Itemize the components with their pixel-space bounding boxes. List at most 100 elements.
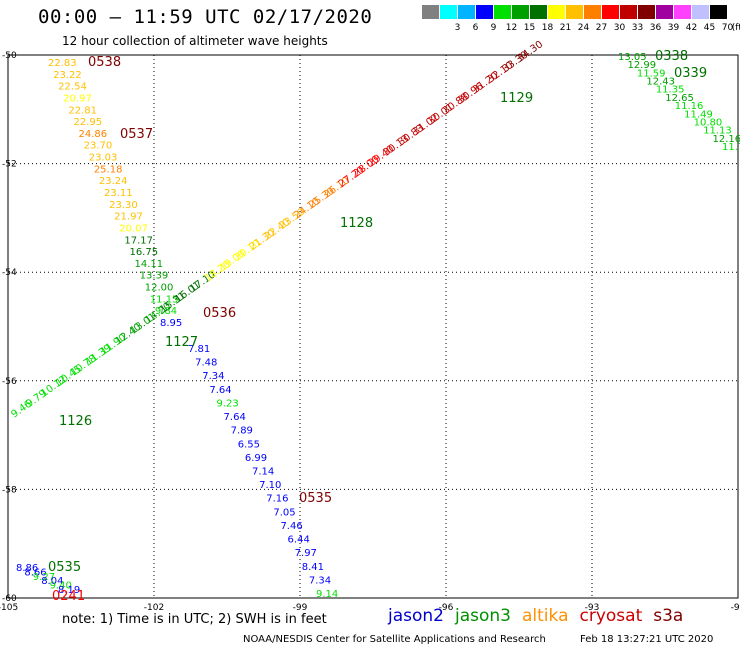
north-track-value: 20.97: [63, 93, 92, 104]
legend-swatch: [692, 5, 709, 19]
south-track-value: 7.64: [224, 412, 246, 423]
legend-label: 24: [577, 23, 590, 33]
pass-time-label: 0536: [203, 306, 236, 321]
ne-track-value: 11.16: [675, 101, 704, 112]
north-track-value: 22.83: [48, 58, 77, 69]
north-track-value: 25.18: [94, 164, 123, 175]
north-track-value: 17.17: [124, 235, 153, 246]
pass-time-label: 0338: [655, 49, 688, 64]
map-title: 00:00 – 11:59 UTC 02/17/2020: [38, 6, 373, 28]
legend-swatch: [584, 5, 601, 19]
south-track-value: 7.16: [266, 494, 288, 505]
sw-track-value: 8.19: [58, 585, 80, 596]
lon-label: -102: [144, 603, 164, 613]
diag-track-value: 34.30: [515, 39, 545, 64]
north-track-value: 23.30: [109, 200, 138, 211]
pass-time-label: 0538: [88, 55, 121, 70]
legend-label: 15: [523, 23, 536, 33]
south-track-value: 7.48: [195, 358, 217, 369]
legend-swatch: [674, 5, 691, 19]
sw-track-value: 9.27: [33, 572, 55, 583]
ne-track-value: 11.35: [656, 85, 685, 96]
north-track-value: 9.84: [155, 306, 177, 317]
legend-swatch: [620, 5, 637, 19]
south-track-value: 7.97: [295, 548, 317, 559]
legend-label: 39: [667, 23, 680, 33]
ne-track-value: 11.59: [637, 68, 666, 79]
axis-labels: -105 -102 -99 -96 -93 -90 -50 -52 -54 -56 -58 -60: [0, 51, 740, 613]
sw-track-value: 8.04: [41, 576, 63, 587]
south-track-value: 7.14: [252, 467, 274, 478]
legend-label: 30: [613, 23, 626, 33]
south-track-value: 7.89: [231, 426, 253, 437]
altimeter-tracks: 22.8323.2222.5420.9722.8122.9524.8623.70…: [9, 39, 740, 604]
north-track-value: 20.07: [119, 223, 148, 234]
north-track-value: 13.39: [140, 271, 169, 282]
north-track-value: 23.11: [104, 188, 133, 199]
graticule: [8, 55, 738, 598]
north-track-value: 22.81: [68, 105, 97, 116]
legend-label: 33: [631, 23, 644, 33]
lon-label: -93: [585, 603, 600, 613]
north-track-value: 23.22: [53, 70, 82, 81]
legend-label: 12: [505, 23, 518, 33]
lon-label: -99: [293, 603, 308, 613]
legend-label: 9: [490, 23, 497, 33]
ne-track-value: 11.13: [703, 126, 732, 137]
satellite-cryosat: cryosat: [579, 606, 643, 626]
sw-track-value: 9.40: [50, 581, 72, 592]
satellite-jason3: jason3: [455, 606, 511, 626]
sw-track-value: 8.86: [16, 563, 38, 574]
legend-swatch: [548, 5, 565, 19]
pass-time-label: 0241: [52, 589, 85, 604]
pass-time-label: 1127: [165, 335, 198, 350]
map-frame: [7, 54, 739, 599]
legend-label: 21: [559, 23, 572, 33]
north-track-value: 11.15: [150, 294, 179, 305]
credit-line: NOAA/NESDIS Center for Satellite Applica…: [243, 634, 546, 645]
ne-track-value: 12.43: [646, 77, 675, 88]
ne-track-value: 11.49: [684, 109, 713, 120]
legend-label: 36: [649, 23, 662, 33]
south-track-value: 8.41: [302, 562, 324, 573]
lat-label: -52: [2, 160, 17, 170]
sw-track-value: 8.66: [24, 567, 46, 578]
legend-swatch: [422, 5, 439, 19]
lon-label: -96: [439, 603, 454, 613]
legend-label: 70: [721, 23, 734, 33]
lat-label: -54: [2, 268, 17, 278]
north-track-value: 14.11: [135, 259, 164, 270]
lon-label: -90: [731, 603, 740, 613]
north-track-value: 24.86: [79, 129, 108, 140]
legend-swatch: [602, 5, 619, 19]
satellite-s3a: s3a: [653, 606, 684, 626]
ne-track-value: 12.99: [627, 60, 656, 71]
lat-label: -50: [2, 51, 17, 61]
ne-track-value: 13.05: [618, 52, 647, 63]
legend-swatch: [710, 5, 727, 19]
legend-swatch: [512, 5, 529, 19]
lat-label: -58: [2, 485, 17, 495]
lat-label: -56: [2, 377, 17, 387]
ne-track-value: 12.65: [665, 93, 694, 104]
legend-swatch: [530, 5, 547, 19]
north-track-value: 23.70: [84, 141, 113, 152]
pass-time-label: 0535: [299, 491, 332, 506]
legend-label: 18: [541, 23, 554, 33]
south-track-value: 7.10: [259, 480, 281, 491]
pass-time-label: 0535: [48, 560, 81, 575]
legend-swatch: [566, 5, 583, 19]
south-track-value: 6.55: [238, 439, 260, 450]
south-track-value: 7.34: [309, 575, 331, 586]
legend-swatch: [458, 5, 475, 19]
legend-swatch: [476, 5, 493, 19]
lat-label: -60: [2, 594, 17, 604]
satellite-altika: altika: [522, 606, 569, 626]
map-subtitle: 12 hour collection of altimeter wave hei…: [62, 34, 328, 48]
south-track-value: 9.23: [216, 398, 238, 409]
legend-label: 27: [595, 23, 608, 33]
north-track-value: 16.75: [129, 247, 158, 258]
south-track-value: 7.05: [273, 507, 295, 518]
